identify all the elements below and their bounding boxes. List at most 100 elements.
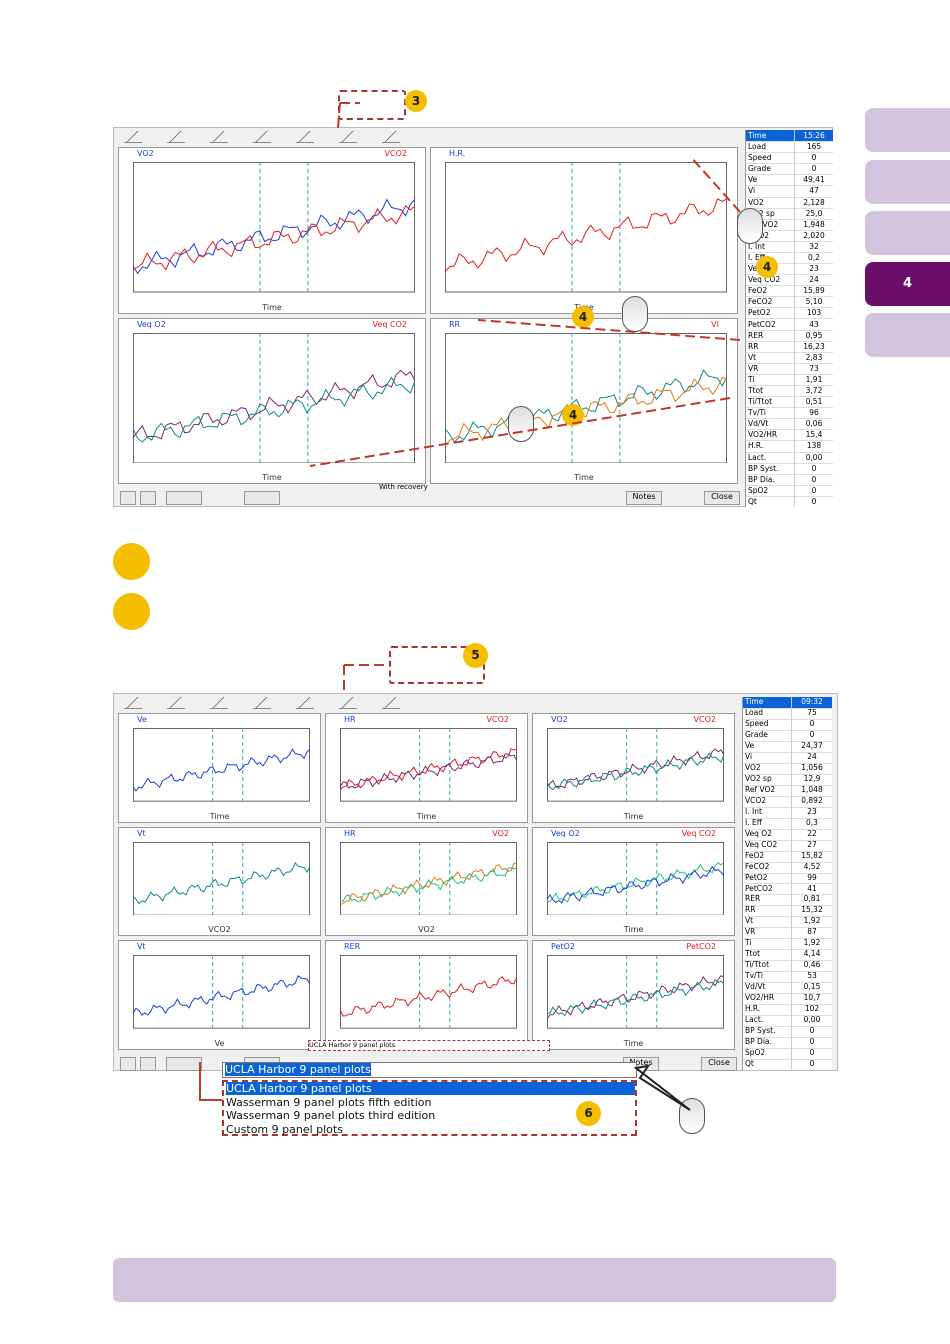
panel-right-label: Veq CO2 xyxy=(372,319,407,329)
dropdown-option[interactable]: Custom 9 panel plots xyxy=(226,1122,343,1136)
toolbar-icon[interactable] xyxy=(296,697,314,709)
param-value: 0 xyxy=(809,1026,815,1036)
checkbox[interactable]: With recovery xyxy=(379,483,428,491)
param-name: Speed xyxy=(746,152,795,164)
panel-left-label: VO2 xyxy=(551,715,568,724)
callout-badge: 4 xyxy=(756,256,778,278)
toolbar-icon[interactable] xyxy=(253,697,271,709)
notes-button[interactable]: Notes xyxy=(626,491,662,505)
param-value: 5,10 xyxy=(805,297,823,307)
toolbar-button[interactable] xyxy=(140,1057,156,1071)
curve xyxy=(340,753,517,789)
plot xyxy=(547,728,724,802)
param-value: 0 xyxy=(809,1048,815,1058)
curve xyxy=(547,748,724,789)
param-value: 15,82 xyxy=(801,850,823,860)
dropdown-option[interactable]: Wasserman 9 panel plots fifth edition xyxy=(226,1095,432,1109)
param-name: Ttot xyxy=(743,949,792,961)
table-row: Ref VO2 1,048 xyxy=(743,784,832,797)
panel-left-label: PetO2 xyxy=(551,942,575,952)
toolbar-button[interactable] xyxy=(120,491,136,505)
table-row: VO2 sp 12,9 xyxy=(743,773,832,786)
toolbar-icon[interactable] xyxy=(253,131,271,143)
side-tab[interactable] xyxy=(865,313,950,357)
table-row: Ve 24,37 xyxy=(743,740,832,753)
toolbar-icon[interactable] xyxy=(382,697,400,709)
panel-left-label: VO2 xyxy=(137,149,154,158)
dropdown-field[interactable]: UCLA Harbor 9 panel plots xyxy=(222,1062,637,1078)
toolbar-icon[interactable] xyxy=(124,697,142,709)
panel-x-label: Time xyxy=(623,811,644,821)
toolbar-button[interactable] xyxy=(166,1057,202,1071)
dropdown-option[interactable]: Wasserman 9 panel plots third edition xyxy=(226,1109,436,1122)
side-tab[interactable] xyxy=(865,211,950,255)
param-value: 0,892 xyxy=(801,795,823,805)
param-value: 16,23 xyxy=(803,341,825,351)
toolbar-icon[interactable] xyxy=(210,697,228,709)
panel-left-label: Veq O2 xyxy=(137,319,166,329)
toolbar-icon[interactable] xyxy=(167,131,185,143)
toolbar-icon[interactable] xyxy=(210,131,228,143)
table-row: Load 75 xyxy=(743,707,832,720)
curve xyxy=(445,376,727,446)
panel-left-label: Vt xyxy=(137,942,146,952)
table-row: Ref VO2 1,948 xyxy=(746,218,833,231)
curve xyxy=(547,861,724,903)
param-value: 24 xyxy=(809,275,819,285)
plot-frame xyxy=(547,955,724,1029)
toolbar-icon[interactable] xyxy=(296,131,314,143)
toolbar-icon[interactable] xyxy=(167,697,185,709)
panel-left-label: RR xyxy=(449,319,461,329)
param-value: 0 xyxy=(809,1059,815,1069)
param-value: 0 xyxy=(809,1037,815,1047)
dropdown-option[interactable]: UCLA Harbor 9 panel plots xyxy=(226,1082,635,1095)
combo-label: UCLA Harbor 9 panel plots xyxy=(308,1040,550,1051)
toolbar-icon[interactable] xyxy=(339,131,357,143)
plot-frame xyxy=(445,162,727,293)
table-row: Ve 49,41 xyxy=(746,174,833,187)
panel-right-label: VCO2 xyxy=(384,149,407,158)
side-tab[interactable] xyxy=(865,160,950,204)
plot xyxy=(340,728,517,802)
table-row: Vt 2,83 xyxy=(746,351,833,364)
toolbar-icon[interactable] xyxy=(124,131,142,143)
toolbar-icon[interactable] xyxy=(382,131,400,143)
table-row: PetCO2 43 xyxy=(746,318,833,331)
table-row: Lact. 0,00 xyxy=(743,1015,832,1028)
curve xyxy=(340,748,517,791)
toolbar-button[interactable] xyxy=(140,491,156,505)
side-tab-active[interactable]: 4 xyxy=(865,262,950,306)
side-tab[interactable] xyxy=(865,108,950,152)
curve xyxy=(133,748,310,792)
param-value: 103 xyxy=(806,308,822,318)
curve xyxy=(547,979,724,1017)
table-row: Vd/Vt 0,15 xyxy=(743,982,832,995)
close-button[interactable]: Close xyxy=(701,1057,737,1071)
panel-left-label: HR xyxy=(344,715,356,724)
param-name: PetO2 xyxy=(743,872,792,884)
table-row: Vd/Vt 0,06 xyxy=(746,418,833,431)
param-value: 0,15 xyxy=(803,982,821,992)
chart-panel: RR VI Time xyxy=(430,317,738,484)
plot xyxy=(340,955,517,1029)
param-name: FeO2 xyxy=(746,285,795,297)
param-value: 165 xyxy=(806,142,822,152)
table-row: VCO2 0,892 xyxy=(743,795,832,808)
toolbar-button[interactable] xyxy=(244,491,280,505)
plot xyxy=(133,728,310,802)
param-value: 4,52 xyxy=(803,861,821,871)
mouse-icon xyxy=(679,1098,705,1134)
plot xyxy=(133,162,415,293)
param-name: Load xyxy=(746,141,795,153)
toolbar-button[interactable] xyxy=(166,491,202,505)
plot-frame xyxy=(133,955,310,1029)
param-value: 0 xyxy=(811,496,817,506)
plot xyxy=(133,332,415,463)
param-value: 102 xyxy=(804,1004,820,1014)
toolbar-button[interactable] xyxy=(120,1057,136,1071)
close-button[interactable]: Close xyxy=(704,491,740,505)
toolbar-icon[interactable] xyxy=(339,697,357,709)
param-name: Load xyxy=(743,707,792,719)
param-name: Ref VO2 xyxy=(743,784,792,796)
